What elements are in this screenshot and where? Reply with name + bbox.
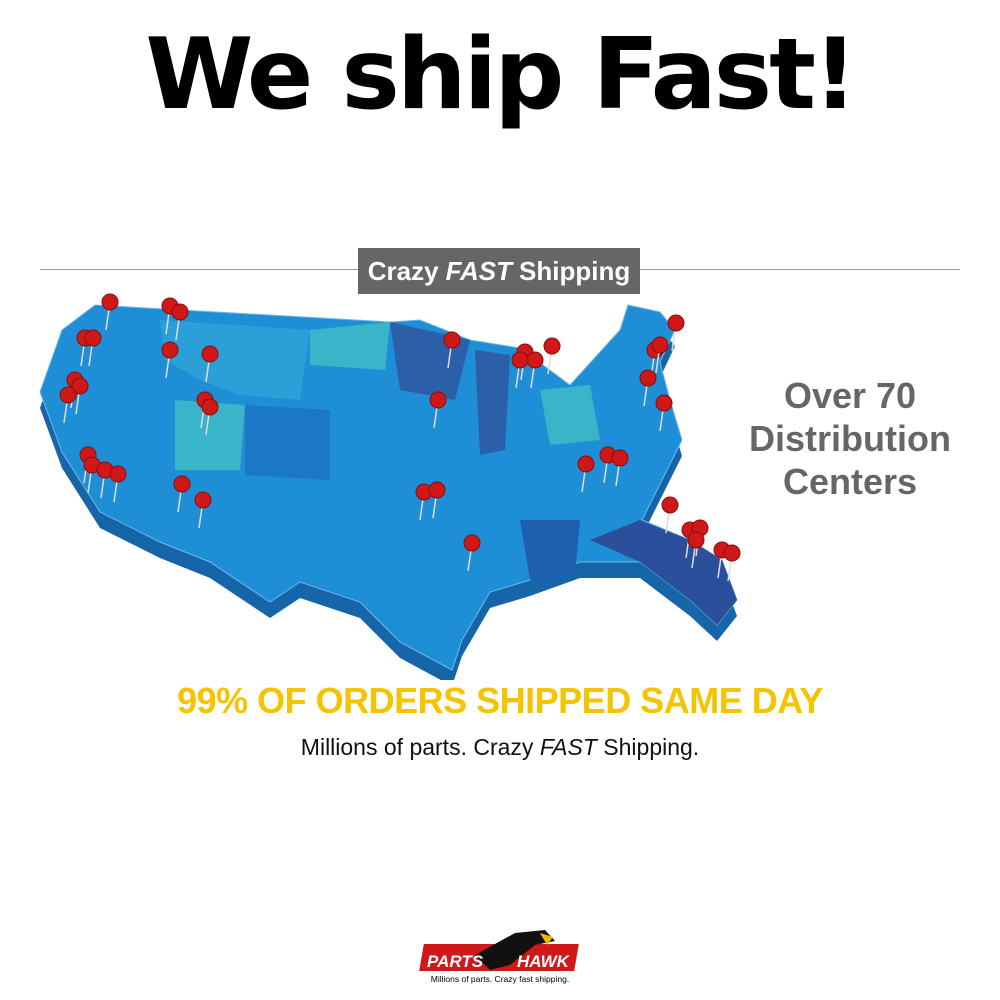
headline: We ship Fast! bbox=[145, 18, 857, 132]
same-day-callout: 99% OF ORDERS SHIPPED SAME DAY bbox=[177, 680, 823, 721]
subline-prefix: Millions of parts. Crazy bbox=[300, 734, 534, 760]
map-pin-icon bbox=[194, 491, 212, 509]
map-pin-icon bbox=[173, 475, 191, 493]
map-pin-icon bbox=[443, 331, 461, 349]
map-pin-icon bbox=[611, 449, 629, 467]
side-line-2: Distribution bbox=[749, 418, 951, 459]
banner-emphasis: FAST bbox=[445, 255, 513, 286]
map-pin-icon bbox=[201, 398, 219, 416]
logo-right-text: HAWK bbox=[517, 952, 571, 971]
map-pin-icon bbox=[84, 329, 102, 347]
divider-right bbox=[640, 269, 960, 270]
map-pin-icon bbox=[651, 336, 669, 354]
map-pin-icon bbox=[463, 534, 481, 552]
map-pin-icon bbox=[59, 386, 77, 404]
map-pin-icon bbox=[723, 544, 741, 562]
crazy-fast-shipping-banner: Crazy FAST Shipping bbox=[358, 248, 640, 294]
logo-tagline: Millions of parts. Crazy fast shipping. bbox=[430, 974, 570, 984]
logo-left-text: PARTS bbox=[427, 952, 484, 971]
map-pin-icon bbox=[201, 345, 219, 363]
map-pin-icon bbox=[655, 394, 673, 412]
distribution-center-pins bbox=[59, 293, 741, 582]
parts-hawk-logo: PARTS HAWK bbox=[416, 930, 582, 973]
map-pin-icon bbox=[639, 369, 657, 387]
subline-emphasis: FAST bbox=[539, 734, 597, 760]
subline: Millions of parts. Crazy FAST Shipping. bbox=[0, 734, 1000, 761]
map-pin-icon bbox=[526, 351, 544, 369]
divider-left bbox=[40, 269, 358, 270]
side-line-3: Centers bbox=[782, 461, 918, 502]
subline-suffix: Shipping. bbox=[603, 734, 700, 760]
map-pin-icon bbox=[577, 455, 595, 473]
us-map bbox=[39, 293, 741, 680]
map-top bbox=[39, 304, 738, 671]
map-pin-icon bbox=[543, 337, 561, 355]
map-pin-icon bbox=[161, 341, 179, 359]
map-pin-icon bbox=[109, 465, 127, 483]
map-pin-icon bbox=[428, 481, 446, 499]
map-pin-icon bbox=[171, 303, 189, 321]
side-line-1: Over 70 bbox=[783, 375, 917, 416]
map-pin-icon bbox=[661, 496, 679, 514]
banner-suffix: Shipping bbox=[519, 255, 631, 286]
distribution-centers-text: Over 70 Distribution Centers bbox=[740, 374, 960, 503]
map-pin-icon bbox=[667, 314, 685, 332]
banner-prefix: Crazy bbox=[367, 255, 439, 286]
map-pin-icon bbox=[101, 293, 119, 311]
map-pin-icon bbox=[687, 531, 705, 549]
map-pin-icon bbox=[511, 351, 529, 369]
map-pin-icon bbox=[71, 377, 89, 395]
map-pin-icon bbox=[429, 391, 447, 409]
